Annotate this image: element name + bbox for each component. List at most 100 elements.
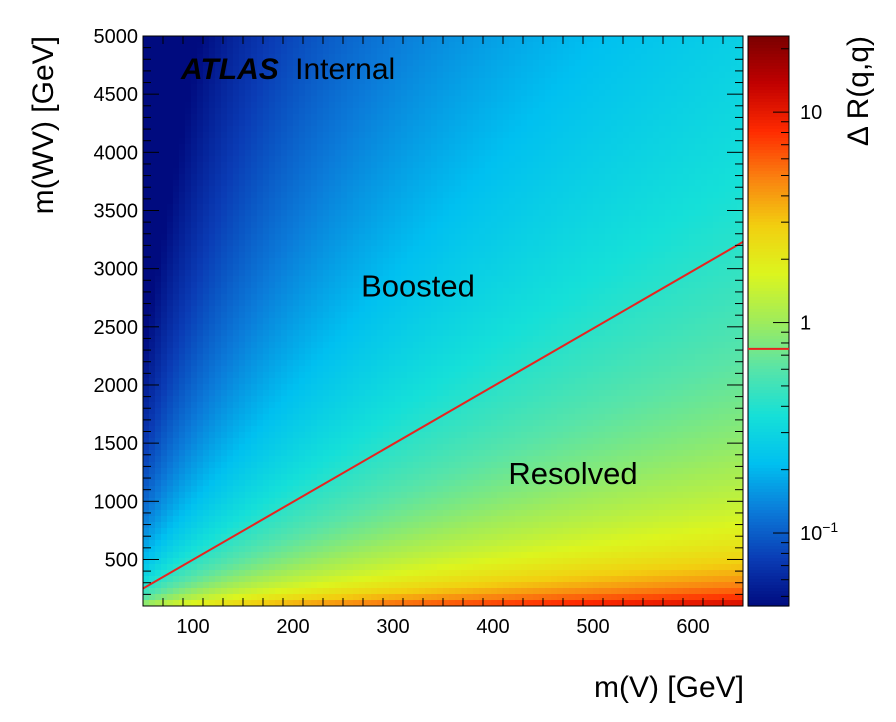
heatmap-cell xyxy=(281,156,288,163)
heatmap-cell xyxy=(167,294,174,301)
heatmap-cell xyxy=(239,132,246,139)
heatmap-cell xyxy=(383,258,390,265)
heatmap-cell xyxy=(395,54,402,61)
heatmap-cell xyxy=(173,318,180,325)
heatmap-cell xyxy=(389,564,396,571)
heatmap-cell xyxy=(317,270,324,277)
heatmap-cell xyxy=(203,588,210,595)
heatmap-cell xyxy=(383,276,390,283)
heatmap-cell xyxy=(455,108,462,115)
heatmap-cell xyxy=(425,132,432,139)
heatmap-cell xyxy=(359,378,366,385)
heatmap-cell xyxy=(365,408,372,415)
heatmap-cell xyxy=(203,516,210,523)
heatmap-cell xyxy=(455,168,462,175)
heatmap-cell xyxy=(149,234,156,241)
heatmap-cell xyxy=(257,348,264,355)
heatmap-cell xyxy=(257,528,264,535)
heatmap-cell xyxy=(239,144,246,151)
heatmap-cell xyxy=(407,546,414,553)
heatmap-cell xyxy=(419,474,426,481)
heatmap-cell xyxy=(287,90,294,97)
heatmap-cell xyxy=(389,552,396,559)
heatmap-cell xyxy=(341,84,348,91)
heatmap-cell xyxy=(329,78,336,85)
heatmap-cell xyxy=(425,564,432,571)
heatmap-cell xyxy=(431,144,438,151)
heatmap-cell xyxy=(209,432,216,439)
heatmap-cell xyxy=(275,546,282,553)
heatmap-cell xyxy=(143,438,150,445)
heatmap-cell xyxy=(203,366,210,373)
heatmap-cell xyxy=(227,54,234,61)
heatmap-cell xyxy=(179,216,186,223)
heatmap-cell xyxy=(347,132,354,139)
heatmap-cell xyxy=(365,300,372,307)
heatmap-cell xyxy=(263,360,270,367)
heatmap-cell xyxy=(389,270,396,277)
heatmap-cell xyxy=(185,462,192,469)
heatmap-cell xyxy=(221,48,228,55)
heatmap-cell xyxy=(167,384,174,391)
heatmap-cell xyxy=(353,192,360,199)
heatmap-cell xyxy=(401,450,408,457)
heatmap-cell xyxy=(347,378,354,385)
heatmap-cell xyxy=(245,90,252,97)
heatmap-cell xyxy=(437,84,444,91)
heatmap-cell xyxy=(239,174,246,181)
heatmap-cell xyxy=(269,270,276,277)
heatmap-cell xyxy=(419,360,426,367)
heatmap-cell xyxy=(191,96,198,103)
heatmap-cell xyxy=(167,600,174,606)
heatmap-cell xyxy=(317,576,324,583)
heatmap-cell xyxy=(413,522,420,529)
heatmap-cell xyxy=(329,300,336,307)
heatmap-cell xyxy=(197,438,204,445)
heatmap-cell xyxy=(359,90,366,97)
heatmap-cell xyxy=(407,600,414,606)
heatmap-cell xyxy=(233,252,240,259)
heatmap-cell xyxy=(365,282,372,289)
heatmap-cell xyxy=(329,408,336,415)
heatmap-cell xyxy=(341,384,348,391)
heatmap-cell xyxy=(407,258,414,265)
heatmap-cell xyxy=(161,228,168,235)
heatmap-cell xyxy=(401,414,408,421)
heatmap-cell xyxy=(431,384,438,391)
heatmap-cell xyxy=(323,504,330,511)
heatmap-cell xyxy=(251,204,258,211)
heatmap-cell xyxy=(161,468,168,475)
heatmap-cell xyxy=(311,300,318,307)
heatmap-cell xyxy=(191,198,198,205)
heatmap-cell xyxy=(359,372,366,379)
heatmap-cell xyxy=(281,558,288,565)
heatmap-cell xyxy=(203,510,210,517)
heatmap-cell xyxy=(377,396,384,403)
heatmap-cell xyxy=(197,558,204,565)
heatmap-cell xyxy=(347,96,354,103)
heatmap-cell xyxy=(179,276,186,283)
heatmap-cell xyxy=(317,192,324,199)
heatmap-cell xyxy=(311,582,318,589)
heatmap-cell xyxy=(287,144,294,151)
heatmap-cell xyxy=(149,516,156,523)
heatmap-cell xyxy=(419,540,426,547)
heatmap-cell xyxy=(389,276,396,283)
heatmap-cell xyxy=(329,318,336,325)
heatmap-cell xyxy=(293,474,300,481)
heatmap-cell xyxy=(353,354,360,361)
heatmap-cell xyxy=(185,114,192,121)
heatmap-cell xyxy=(449,240,456,247)
heatmap-cell xyxy=(377,276,384,283)
heatmap-cell xyxy=(251,144,258,151)
heatmap-cell xyxy=(149,534,156,541)
heatmap-cell xyxy=(437,390,444,397)
heatmap-cell xyxy=(227,294,234,301)
heatmap-cell xyxy=(233,192,240,199)
heatmap-cell xyxy=(149,336,156,343)
heatmap-cell xyxy=(287,456,294,463)
heatmap-cell xyxy=(251,60,258,67)
heatmap-cell xyxy=(431,96,438,103)
heatmap-cell xyxy=(143,444,150,451)
heatmap-cell xyxy=(245,594,252,601)
